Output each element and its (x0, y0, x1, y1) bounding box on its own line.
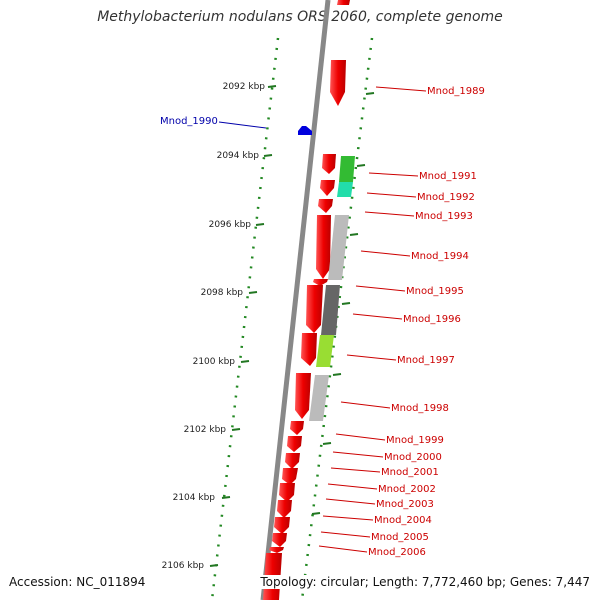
scale-tick (248, 291, 258, 294)
connector-line (318, 545, 368, 553)
gene-arrow[interactable] (316, 215, 331, 279)
scale-tick (209, 564, 219, 567)
gene-label[interactable]: Mnod_1998 (391, 403, 449, 414)
scale-label: 2106 kbp (162, 561, 205, 571)
gene-arrow[interactable] (282, 468, 298, 485)
connector-line (346, 354, 397, 361)
function-box (337, 182, 353, 197)
gene-label[interactable]: Mnod_2003 (376, 499, 434, 510)
connector-line (375, 86, 427, 92)
scale-label: 2098 kbp (201, 288, 244, 298)
gene-arrow[interactable] (290, 421, 304, 435)
gene-label[interactable]: Mnod_2001 (381, 467, 439, 478)
gene-label[interactable]: Mnod_1989 (427, 86, 485, 97)
chromosome-backbone (260, 0, 331, 600)
scale-tick (255, 223, 265, 226)
gene-arrow[interactable] (285, 453, 300, 469)
gene-label[interactable]: Mnod_1996 (403, 314, 461, 325)
gene-label[interactable]: Mnod_2000 (384, 452, 442, 463)
gene-label[interactable]: Mnod_1994 (411, 251, 469, 262)
outer-tick (332, 373, 342, 376)
gene-label[interactable]: Mnod_1993 (415, 211, 473, 222)
gene-arrow[interactable] (306, 285, 323, 333)
gene-label[interactable]: Mnod_1992 (417, 192, 475, 203)
gene-label[interactable]: Mnod_1997 (397, 355, 455, 366)
gene-arrow[interactable] (320, 180, 335, 196)
function-box (316, 335, 334, 367)
gene-arrow[interactable] (337, 0, 350, 5)
function-box (328, 215, 349, 280)
gene-arrow[interactable] (301, 333, 317, 366)
scale-labels: 2092 kbp 2094 kbp 2096 kbp 2098 kbp 2100… (162, 82, 266, 571)
gene-label[interactable]: Mnod_1999 (386, 435, 444, 446)
connector-line (320, 531, 371, 538)
outer-dotted-track (300, 37, 374, 600)
scale-label: 2092 kbp (223, 82, 266, 92)
outer-tick (322, 442, 332, 445)
gene-arrow[interactable] (318, 199, 333, 213)
gene-arrow[interactable] (322, 154, 336, 174)
label-connectors (218, 86, 427, 553)
gene-arrow[interactable] (269, 547, 284, 553)
gene-label[interactable]: Mnod_2004 (374, 515, 432, 526)
scale-tick (221, 496, 231, 499)
map-title: Methylobacterium nodulans ORS 2060, comp… (97, 9, 503, 25)
function-box (339, 156, 355, 182)
gene-arrow[interactable] (287, 436, 302, 452)
outer-tick (349, 233, 359, 236)
inner-dotted-track (210, 37, 280, 600)
gene-arrow[interactable] (313, 279, 328, 286)
scale-label: 2100 kbp (193, 357, 236, 367)
gene-arrow[interactable] (272, 533, 287, 547)
connector-line (218, 121, 267, 129)
connector-line (340, 401, 391, 409)
accession-text: Accession: NC_011894 (9, 575, 146, 589)
outer-tick (365, 92, 375, 95)
scale-label: 2102 kbp (184, 425, 227, 435)
connector-line (322, 515, 374, 521)
function-box (321, 285, 340, 335)
gene-label[interactable]: Mnod_2006 (368, 547, 426, 558)
connector-line (335, 433, 386, 441)
gene-arrow-blue[interactable] (298, 126, 312, 135)
gene-track (263, 0, 350, 600)
outer-tick (341, 302, 351, 305)
connector-line (368, 172, 419, 177)
scale-tick (263, 154, 273, 157)
gene-arrow[interactable] (295, 373, 311, 419)
connector-line (327, 483, 378, 490)
scale-tick (231, 428, 241, 431)
connector-line (364, 211, 415, 217)
scale-tick (267, 85, 277, 88)
connector-line (330, 467, 381, 473)
gene-label[interactable]: Mnod_2002 (378, 484, 436, 495)
genome-summary-text: Topology: circular; Length: 7,772,460 bp… (258, 575, 590, 589)
function-track (309, 156, 355, 421)
gene-arrow[interactable] (274, 517, 290, 534)
function-box (309, 375, 329, 421)
outer-tick (311, 512, 321, 515)
scale-tick (240, 360, 250, 363)
scale-label: 2104 kbp (173, 493, 216, 503)
connector-line (360, 250, 411, 257)
gene-arrow[interactable] (330, 60, 346, 106)
gene-label[interactable]: Mnod_1991 (419, 171, 477, 182)
gene-label[interactable]: Mnod_1990 (160, 116, 218, 127)
gene-labels: Mnod_1989 Mnod_1990 Mnod_1991 Mnod_1992 … (160, 86, 485, 558)
connector-line (332, 451, 384, 458)
gene-label[interactable]: Mnod_1995 (406, 286, 464, 297)
outer-tick (356, 164, 366, 167)
connector-line (352, 313, 403, 320)
scale-label: 2096 kbp (209, 220, 252, 230)
gene-arrow[interactable] (279, 483, 295, 502)
connector-line (366, 192, 417, 198)
scale-ticks (209, 85, 375, 567)
gene-label[interactable]: Mnod_2005 (371, 532, 429, 543)
scale-label: 2094 kbp (217, 151, 260, 161)
connector-line (325, 498, 376, 505)
gene-arrow[interactable] (277, 500, 292, 518)
connector-line (355, 285, 406, 292)
